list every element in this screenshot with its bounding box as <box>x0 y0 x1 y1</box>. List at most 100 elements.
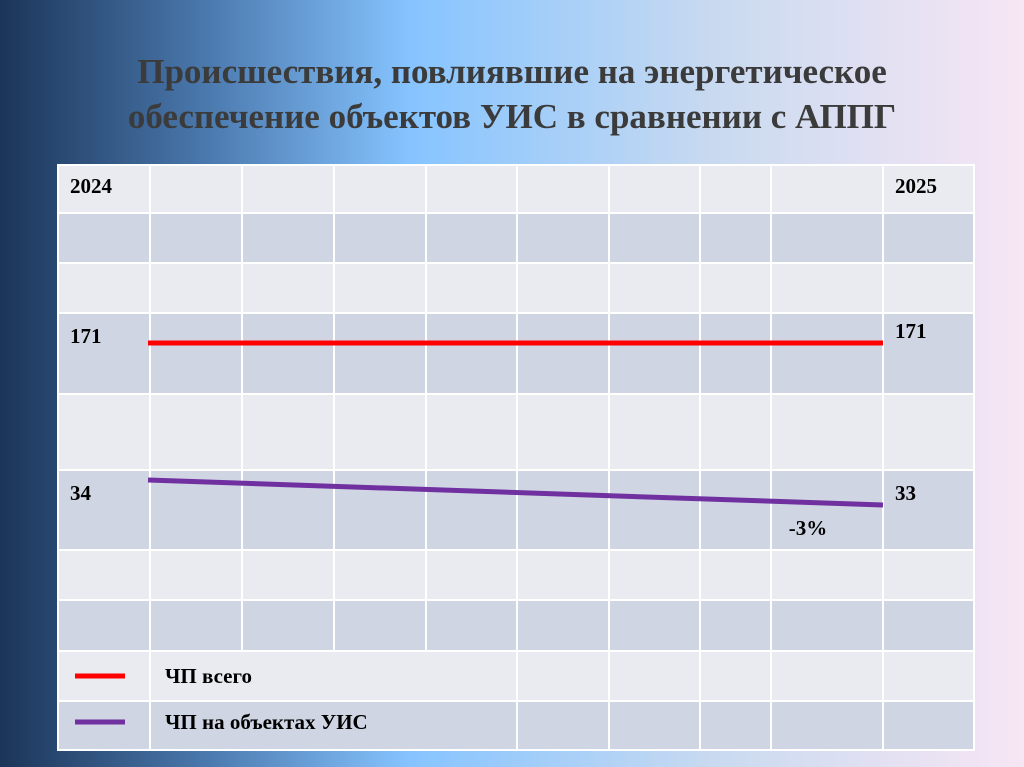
value-label: 171 <box>70 324 102 348</box>
cell <box>699 469 772 551</box>
cell <box>333 212 427 264</box>
cell <box>241 599 335 652</box>
cell <box>333 393 427 471</box>
cell <box>699 164 772 214</box>
x-label: 2025 <box>895 174 937 198</box>
cell <box>699 393 772 471</box>
cell <box>882 212 975 264</box>
cell <box>57 312 151 395</box>
cell <box>516 650 610 702</box>
cell <box>699 700 772 751</box>
cell <box>516 393 610 471</box>
cell <box>425 164 518 214</box>
cell <box>333 312 427 395</box>
cell <box>770 312 884 395</box>
cell <box>608 469 701 551</box>
value-label: 34 <box>70 481 92 505</box>
cell <box>333 599 427 652</box>
cell <box>57 262 151 314</box>
cell <box>57 700 151 751</box>
cell <box>699 312 772 395</box>
cell <box>699 549 772 601</box>
cell <box>149 549 243 601</box>
cell <box>333 549 427 601</box>
cell <box>608 212 701 264</box>
legend-label: ЧП всего <box>165 664 252 688</box>
cell <box>516 312 610 395</box>
cell <box>770 549 884 601</box>
cell <box>608 262 701 314</box>
cell <box>699 262 772 314</box>
cell <box>699 212 772 264</box>
cell <box>149 599 243 652</box>
cell <box>608 700 701 751</box>
cell <box>770 164 884 214</box>
cell <box>241 164 335 214</box>
cell <box>425 312 518 395</box>
plot: 2024 2025 171 171 ЧП всего 34 33 ЧП на объектах… <box>70 174 937 734</box>
cell <box>882 700 975 751</box>
cell <box>516 549 610 601</box>
cell <box>57 164 151 214</box>
cell <box>57 599 151 652</box>
cell <box>241 312 335 395</box>
cell <box>699 650 772 702</box>
cell <box>57 549 151 601</box>
cell <box>882 549 975 601</box>
cell <box>882 650 975 702</box>
cell <box>608 599 701 652</box>
cell <box>882 393 975 471</box>
x-label: 2024 <box>70 174 113 198</box>
title: Происшествия, повлиявшие на энергетическ… <box>137 52 887 91</box>
cell <box>882 469 975 551</box>
legend-label: ЧП на объектах УИС <box>165 710 368 734</box>
cell <box>770 393 884 471</box>
series-line <box>147 477 884 508</box>
cell <box>425 469 518 551</box>
cell <box>516 599 610 652</box>
cell <box>608 164 701 214</box>
cell <box>770 599 884 652</box>
cell <box>608 549 701 601</box>
cell <box>149 212 243 264</box>
cell <box>608 393 701 471</box>
cell <box>333 164 427 214</box>
value-label: 33 <box>895 481 916 505</box>
cell <box>516 469 610 551</box>
value-label: 171 <box>895 319 927 343</box>
cell <box>770 469 884 551</box>
cell <box>516 700 610 751</box>
cell <box>149 164 243 214</box>
cell <box>882 262 975 314</box>
cell <box>333 469 427 551</box>
cell <box>425 599 518 652</box>
cell <box>241 549 335 601</box>
cell <box>608 650 701 702</box>
cell <box>57 393 151 471</box>
cell <box>882 164 975 214</box>
cell <box>699 599 772 652</box>
cell <box>425 549 518 601</box>
cell <box>882 599 975 652</box>
cell <box>333 262 427 314</box>
cell <box>516 262 610 314</box>
grid <box>57 164 975 751</box>
cell <box>770 212 884 264</box>
cell <box>770 700 884 751</box>
change-label: -3% <box>789 516 828 540</box>
cell <box>516 164 610 214</box>
cell <box>57 212 151 264</box>
title: обеспечение объектов УИС в сравнении с А… <box>128 97 896 136</box>
cell <box>241 393 335 471</box>
cell <box>241 262 335 314</box>
cell <box>149 312 243 395</box>
cell <box>425 262 518 314</box>
cell <box>149 393 243 471</box>
cell <box>770 262 884 314</box>
cell <box>770 650 884 702</box>
cell <box>516 212 610 264</box>
cell <box>608 312 701 395</box>
cell <box>149 262 243 314</box>
